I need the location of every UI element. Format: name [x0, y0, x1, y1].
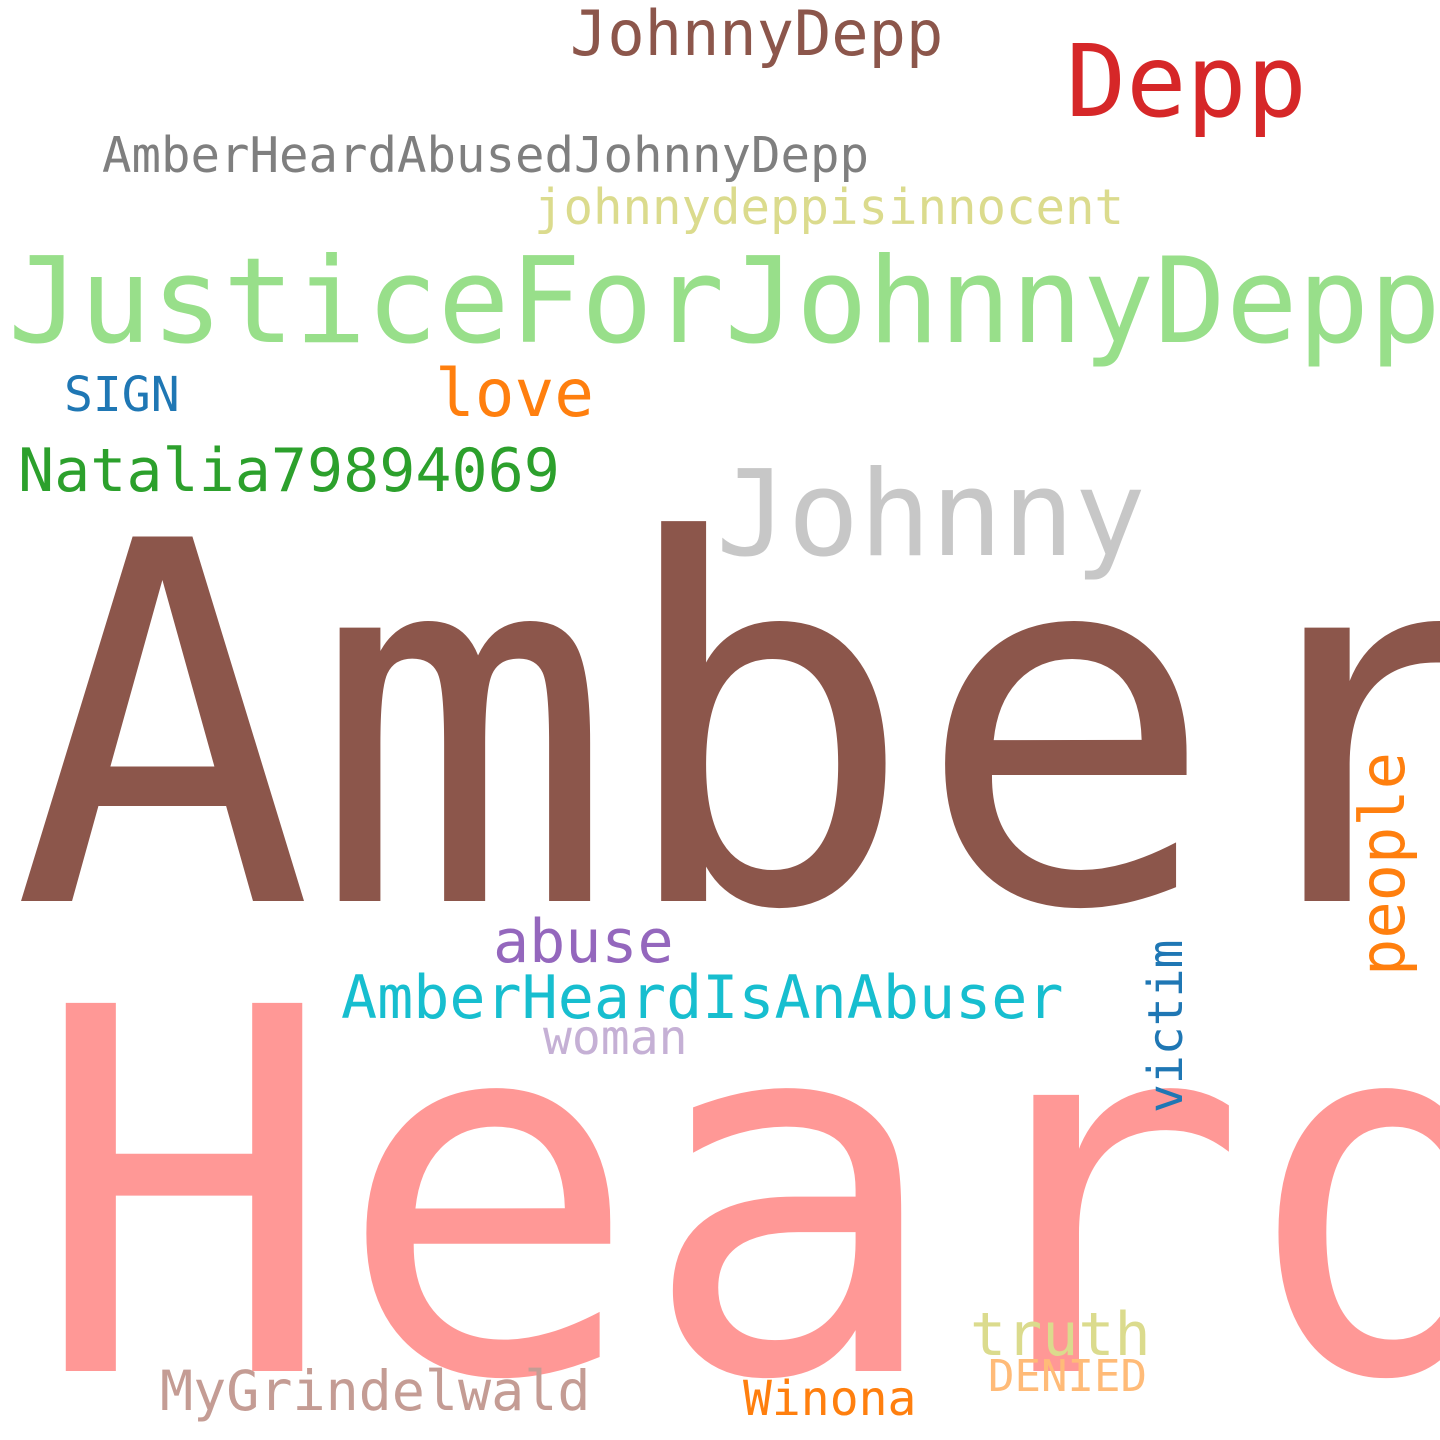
word-johnnydepp: JohnnyDepp [570, 0, 944, 70]
word-johnnydeppisinnocent: johnnydeppisinnocent [534, 179, 1125, 236]
word-people: people [1346, 752, 1419, 976]
word-denied: DENIED [988, 1351, 1147, 1402]
word-mygrindelwald: MyGrindelwald [160, 1359, 591, 1423]
word-amber-heard-is-an-abuser: AmberHeardIsAnAbuser [341, 963, 1064, 1033]
word-amber: Amber [12, 437, 1440, 1019]
word-truth: truth [970, 1300, 1151, 1370]
word-woman: woman [543, 1010, 688, 1066]
word-justice-for-johnny-depp: JusticeForJohnnyDepp [8, 233, 1440, 371]
word-love: love [435, 355, 594, 432]
word-heard: Heard [32, 903, 1440, 1440]
word-natalia: Natalia79894069 [18, 436, 560, 506]
word-winona: Winona [743, 1371, 917, 1427]
word-amber-heard-abused-johnny-depp: AmberHeardAbusedJohnnyDepp [102, 127, 870, 184]
word-abuse: abuse [493, 907, 674, 977]
word-depp: Depp [1066, 23, 1307, 140]
word-sign: SIGN [64, 367, 180, 423]
word-victim: victim [1138, 939, 1194, 1113]
word-johnny: Johnny [716, 446, 1146, 584]
